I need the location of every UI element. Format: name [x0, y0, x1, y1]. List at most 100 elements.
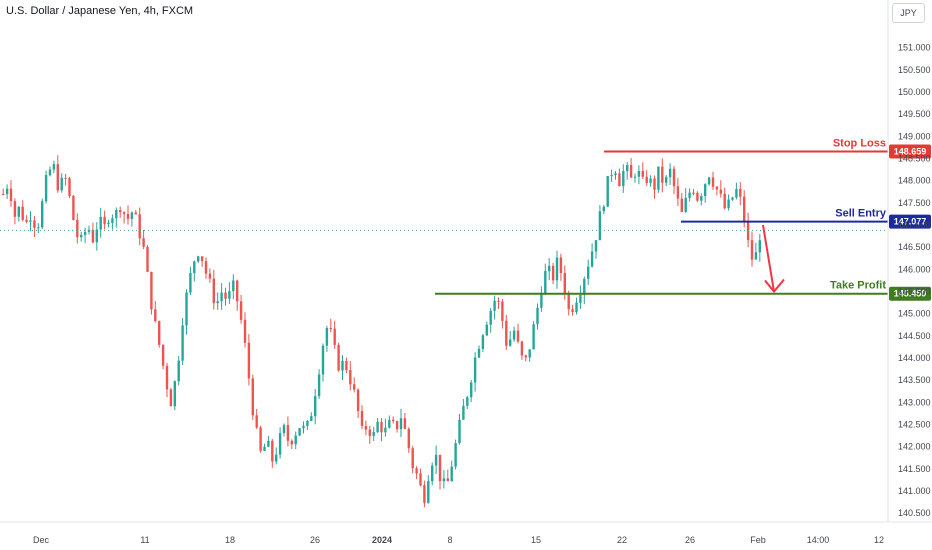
time-tick-label: 11 — [140, 535, 149, 545]
candle-body — [676, 186, 680, 199]
price-tick-label: 142.500 — [898, 419, 931, 429]
candle-body — [407, 428, 410, 449]
candle-body — [427, 481, 430, 503]
candle-body — [243, 319, 247, 343]
price-tick-label: 141.500 — [898, 464, 931, 474]
time-tick-label: 18 — [225, 535, 235, 545]
candle-body — [255, 415, 258, 428]
candle-body — [341, 360, 344, 371]
candle-body — [567, 294, 570, 310]
currency-button[interactable]: JPY — [892, 3, 925, 23]
price-tick-label: 150.500 — [898, 65, 931, 75]
candle-body — [692, 192, 695, 194]
candle-body — [723, 193, 726, 209]
sell-entry-label: Sell Entry — [835, 208, 887, 220]
candle-body — [317, 374, 321, 397]
candle-body — [618, 173, 621, 187]
candle-body — [470, 382, 473, 398]
candle-body — [707, 177, 711, 185]
candle-body — [130, 212, 134, 219]
projection-arrow-head — [764, 278, 785, 294]
candle-body — [622, 171, 625, 187]
candle-body — [532, 324, 535, 350]
candle-body — [485, 324, 488, 336]
price-tick-label: 145.500 — [898, 287, 931, 297]
candle-body — [540, 294, 543, 308]
candle-body — [746, 221, 750, 241]
candle-body — [33, 220, 36, 228]
candle-body — [395, 421, 399, 430]
candle-body — [275, 454, 278, 462]
candle-body — [661, 166, 664, 183]
candle-body — [610, 175, 613, 177]
candle-body — [337, 344, 340, 371]
candle-body — [228, 291, 231, 299]
candle-body — [25, 219, 28, 222]
price-tick-label: 150.000 — [898, 87, 931, 97]
time-tick-label: 15 — [531, 535, 541, 545]
candle-body — [349, 370, 352, 385]
candle-body — [711, 177, 715, 187]
candle-body — [434, 454, 438, 466]
candle-body — [739, 188, 742, 197]
candle-body — [142, 238, 145, 247]
candle-body — [563, 273, 566, 295]
candle-body — [641, 170, 644, 177]
candle-body — [306, 420, 309, 426]
candle-body — [37, 227, 40, 229]
candle-body — [68, 178, 71, 196]
candle-body — [150, 271, 153, 310]
price-tick-label: 151.000 — [898, 43, 931, 53]
candle-body — [399, 418, 403, 430]
candle-body — [473, 357, 477, 383]
price-tick-label: 149.000 — [898, 131, 931, 141]
candle-body — [633, 176, 637, 178]
candle-body — [21, 206, 24, 220]
candle-body — [138, 214, 141, 239]
candle-body — [372, 432, 375, 436]
candle-body — [458, 419, 461, 444]
candle-body — [345, 360, 348, 371]
price-tick-label: 146.500 — [898, 242, 931, 252]
trade-levels: Stop Loss 148.659 Sell Entry 147.077 Take Pr… — [0, 137, 931, 301]
candle-body — [173, 381, 176, 407]
candle-body — [637, 170, 641, 177]
candle-body — [329, 328, 332, 330]
time-tick-label: 22 — [617, 535, 627, 545]
candle-body — [212, 278, 215, 304]
time-tick-label: 14:00 — [807, 535, 830, 545]
candle-body — [5, 188, 9, 195]
candle-body — [489, 310, 492, 325]
price-tick-label: 144.500 — [898, 331, 931, 341]
candle-body — [126, 213, 130, 219]
candle-body — [48, 169, 52, 176]
candle-body — [493, 300, 496, 311]
candle-body — [524, 355, 527, 358]
candle-body — [754, 252, 758, 260]
candle-body — [29, 220, 32, 222]
candle-body — [477, 348, 481, 358]
candle-body — [528, 349, 531, 358]
chart-title: U.S. Dollar / Japanese Yen, 4h, FXCM — [6, 5, 194, 17]
candle-body — [224, 292, 227, 299]
candle-body — [512, 330, 516, 340]
candle-body — [267, 440, 270, 447]
candle-body — [438, 454, 442, 482]
candle-body — [645, 176, 648, 183]
candle-body — [41, 201, 44, 228]
time-tick-label: 26 — [310, 535, 320, 545]
candle-body — [146, 246, 149, 272]
price-tick-label: 142.000 — [898, 442, 931, 452]
candle-body — [579, 294, 582, 303]
candle-body — [501, 301, 504, 321]
candle-body — [259, 427, 262, 451]
candle-body — [204, 261, 208, 274]
candle-body — [161, 344, 165, 366]
candle-body — [575, 302, 578, 313]
candle-body — [333, 328, 336, 345]
candle-body — [169, 389, 173, 407]
take-profit-label: Take Profit — [830, 280, 886, 292]
candle-body — [462, 405, 465, 420]
candle-body — [758, 240, 761, 253]
